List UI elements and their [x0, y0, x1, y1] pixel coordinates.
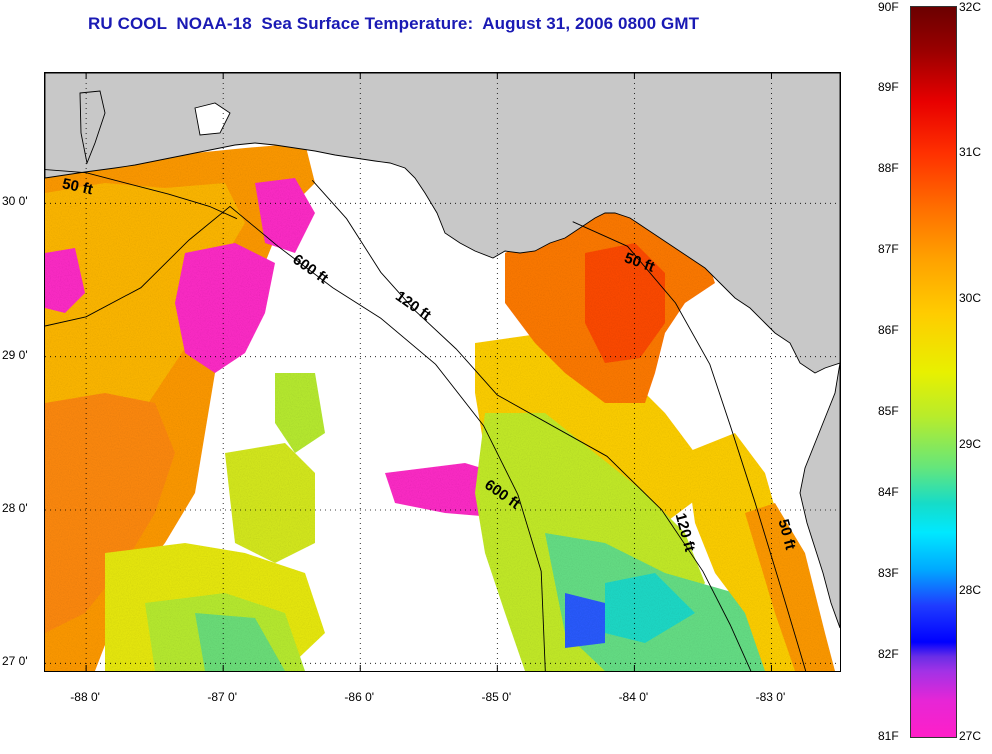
colorbar-f-label: 83F: [878, 566, 899, 581]
lon-tick-label: -83 0': [755, 690, 786, 704]
colorbar-f-label: 89F: [878, 80, 899, 95]
isobath-line-4: [572, 221, 807, 671]
colorbar-f-label: 81F: [878, 729, 899, 743]
isobath-lines: [45, 169, 807, 671]
temperature-colorbar: [910, 6, 957, 738]
colorbar-f-label: 88F: [878, 161, 899, 176]
land-northern-gulf-coast: [45, 73, 840, 374]
colorbar-f-label: 86F: [878, 323, 899, 338]
isobath-label-0: 50 ft: [61, 175, 95, 198]
colorbar-f-label: 87F: [878, 242, 899, 257]
lon-tick-label: -85 0': [481, 690, 512, 704]
lon-tick-label: -86 0': [344, 690, 375, 704]
colorbar-f-label: 85F: [878, 404, 899, 419]
colorbar-c-label: 31C: [959, 145, 982, 159]
lat-tick-label: 27 0': [2, 654, 28, 669]
lon-tick-label: -88 0': [70, 690, 100, 704]
isobath-line-1: [45, 205, 546, 671]
lon-tick-label: -84 0': [618, 690, 649, 704]
sst-field: [45, 138, 835, 671]
land-florida-peninsula: [799, 362, 840, 629]
lat-tick-label: 29 0': [2, 347, 28, 362]
colorbar-c-label: 32C: [959, 0, 982, 14]
colorbar-c-label: 30C: [959, 291, 982, 305]
colorbar-f-label: 82F: [878, 647, 899, 662]
colorbar-c-label: 28C: [959, 583, 982, 597]
map-grid: [45, 73, 840, 671]
lat-tick-label: 30 0': [2, 194, 28, 209]
colorbar-c-label: 27C: [959, 729, 982, 743]
isobath-line-2: [311, 180, 752, 671]
colorbar-c-label: 29C: [959, 437, 982, 451]
sst-map: 50 ft 600 ft 120 ft 600 ft 50 ft 120 ft 50 ft: [44, 72, 841, 672]
colorbar-f-label: 84F: [878, 485, 899, 500]
lon-tick-label: -87 0': [207, 690, 238, 704]
map-title: RU COOL NOAA-18 Sea Surface Temperature:…: [88, 14, 700, 33]
colorbar-f-label: 90F: [878, 0, 899, 14]
isobath-line-0: [45, 169, 238, 220]
lat-tick-label: 28 0': [2, 501, 28, 515]
